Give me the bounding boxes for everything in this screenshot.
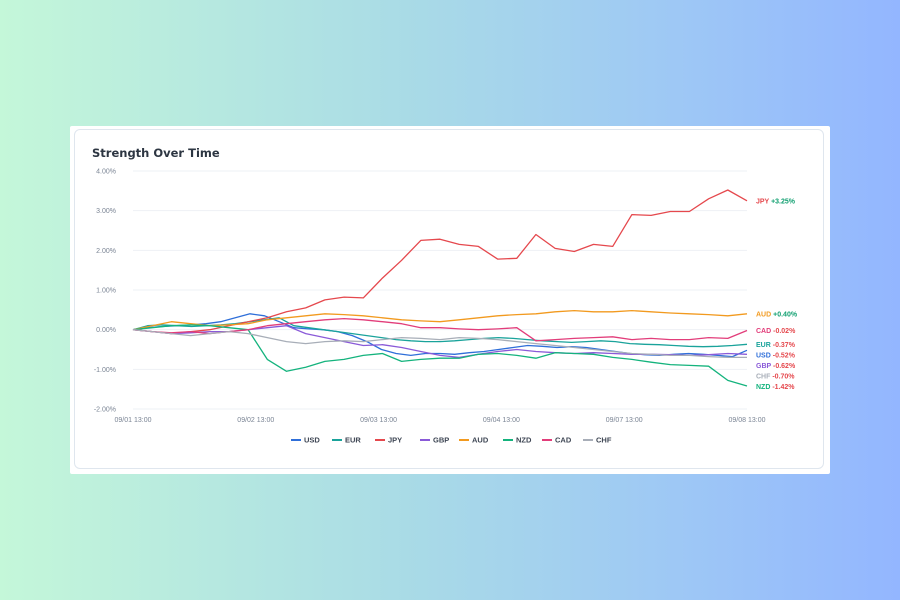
x-tick-label: 09/04 13:00 (483, 417, 520, 424)
series-line-nzd (132, 324, 748, 387)
y-tick-label: 0.00% (96, 327, 116, 334)
x-tick-label: 09/03 13:00 (360, 417, 397, 424)
y-tick-label: 4.00% (96, 169, 116, 176)
end-label-aud: AUD +0.40% (756, 311, 798, 318)
x-tick-label: 09/02 13:00 (237, 417, 274, 424)
legend-label-cad: CAD (555, 436, 572, 445)
x-tick-label: 09/08 13:00 (729, 417, 766, 424)
y-tick-label: 3.00% (96, 208, 116, 215)
legend-label-aud: AUD (472, 436, 489, 445)
series-line-chf (132, 329, 747, 359)
end-label-cad: CAD -0.02% (756, 328, 796, 335)
chart-title: Strength Over Time (92, 146, 220, 160)
y-tick-label: -1.00% (94, 367, 116, 374)
series-line-cad (132, 317, 748, 342)
y-tick-label: 1.00% (96, 288, 116, 295)
x-tick-label: 09/01 13:00 (115, 417, 152, 424)
end-label-nzd: NZD -1.42% (756, 384, 795, 391)
legend-label-chf: CHF (596, 436, 612, 445)
end-label-chf: CHF -0.70% (756, 373, 795, 380)
legend-label-nzd: NZD (516, 436, 532, 445)
line-chart: 4.00% 3.00% 2.00% 1.00% 0.00% -1.00% -2.00% 09/… (94, 169, 798, 445)
x-tick-label: 09/07 13:00 (606, 417, 643, 424)
y-tick-label: 2.00% (96, 248, 116, 255)
chart-card: Strength Over Time 4.00% 3.00% 2.00% 1.00% 0… (70, 126, 830, 474)
legend-label-usd: USD (304, 436, 320, 445)
legend-label-jpy: JPY (388, 436, 402, 445)
end-label-jpy: JPY +3.25% (756, 198, 796, 205)
series-line-aud (132, 309, 748, 331)
y-tick-label: -2.00% (94, 407, 116, 414)
end-label-usd: USD -0.52% (756, 352, 796, 359)
chart-panel: Strength Over Time (74, 129, 824, 469)
series-line-eur (132, 317, 748, 348)
legend-label-gbp: GBP (433, 436, 449, 445)
legend-label-eur: EUR (345, 436, 361, 445)
end-label-gbp: GBP -0.62% (756, 363, 796, 370)
end-label-eur: EUR -0.37% (756, 342, 796, 349)
series-line-usd (132, 313, 748, 358)
